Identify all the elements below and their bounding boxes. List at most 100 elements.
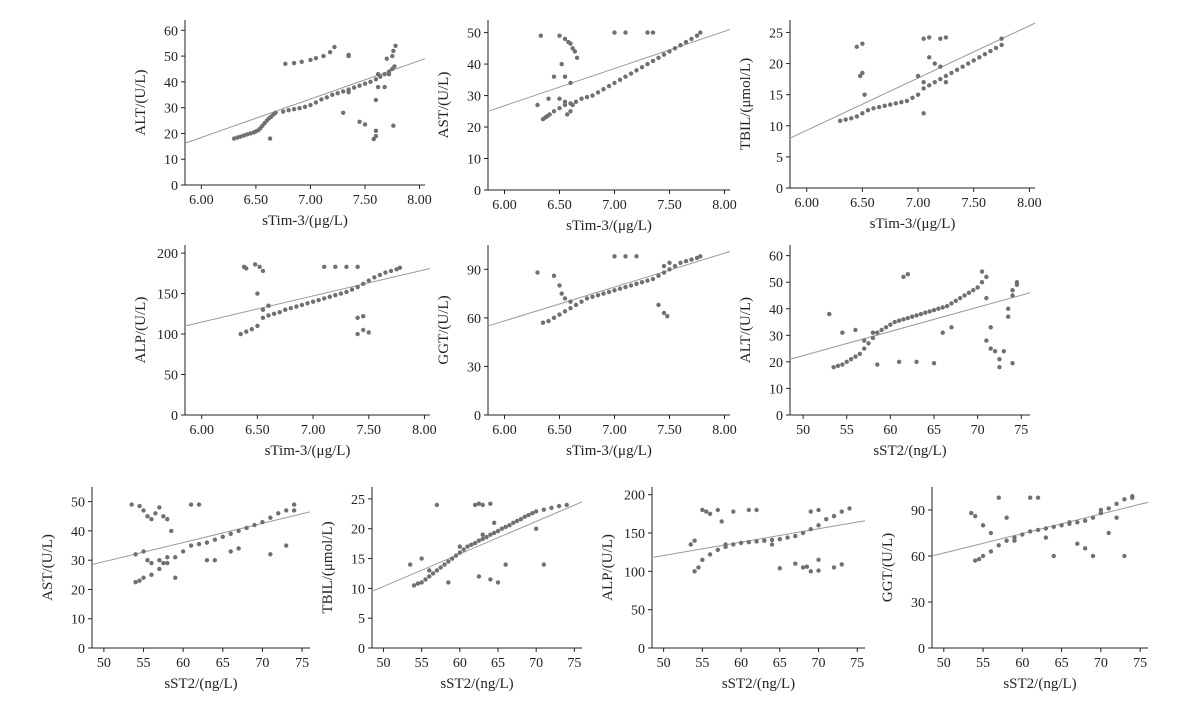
data-point — [266, 303, 271, 308]
data-point — [212, 557, 218, 563]
x-tick-label: 6.00 — [189, 193, 214, 208]
data-point — [661, 52, 667, 57]
data-point — [327, 294, 332, 300]
data-point — [683, 258, 689, 264]
data-point — [831, 513, 837, 519]
x-tick-label: 6.50 — [850, 196, 875, 211]
data-point — [449, 556, 455, 561]
data-point — [860, 41, 865, 46]
data-point — [707, 511, 713, 517]
data-point — [777, 566, 782, 571]
data-point — [665, 314, 670, 319]
x-tick-label: 6.50 — [245, 423, 270, 438]
data-point — [557, 33, 562, 38]
data-point — [678, 260, 683, 266]
data-point — [1012, 538, 1017, 543]
data-point — [943, 35, 949, 40]
x-tick-label: 6.50 — [244, 193, 269, 208]
data-point — [975, 285, 980, 290]
data-point — [1020, 532, 1025, 537]
data-point — [634, 68, 639, 73]
data-point — [268, 515, 273, 520]
data-point — [551, 315, 557, 321]
y-tick-label: 200 — [624, 489, 645, 504]
data-point — [754, 507, 759, 513]
data-point — [847, 506, 852, 511]
data-point — [617, 77, 623, 83]
data-point — [419, 556, 424, 561]
data-point — [393, 43, 398, 48]
x-tick-label: 60 — [734, 656, 748, 671]
data-point — [824, 517, 829, 522]
data-point — [661, 310, 667, 316]
data-point — [910, 95, 915, 100]
data-point — [562, 309, 568, 314]
y-tick-label: 10 — [769, 382, 783, 397]
y-tick-label: 30 — [911, 596, 925, 611]
data-point — [228, 531, 233, 537]
data-point — [1090, 515, 1096, 520]
y-tick-label: 50 — [164, 50, 178, 65]
data-point — [816, 507, 821, 513]
y-axis-title: ALP/(U/L) — [600, 534, 616, 601]
data-point — [966, 290, 972, 296]
data-point — [969, 510, 974, 516]
y-tick-label: 40 — [71, 525, 85, 540]
data-point — [384, 56, 390, 61]
data-point — [373, 97, 379, 103]
data-point — [562, 99, 568, 105]
data-point — [746, 507, 752, 513]
data-point — [570, 46, 575, 51]
data-point — [324, 95, 330, 100]
data-point — [909, 314, 915, 319]
data-point — [634, 281, 639, 287]
data-point — [507, 522, 512, 528]
data-point — [719, 519, 724, 524]
data-point — [860, 111, 865, 116]
data-point — [988, 346, 993, 351]
data-point — [996, 495, 1001, 500]
y-tick-label: 150 — [624, 527, 645, 542]
data-point — [484, 534, 489, 540]
data-point — [161, 560, 166, 566]
data-point — [349, 287, 355, 292]
data-point — [584, 94, 590, 100]
data-point — [694, 255, 700, 261]
data-point — [530, 511, 535, 516]
data-point — [612, 254, 617, 259]
data-point — [896, 359, 902, 365]
data-point — [839, 509, 844, 514]
data-point — [255, 291, 260, 296]
data-point — [997, 357, 1002, 362]
x-axis-title: sTim-3/(μg/L) — [870, 216, 956, 232]
data-point — [333, 292, 338, 298]
y-tick-label: 0 — [78, 642, 85, 657]
data-point — [979, 279, 985, 285]
data-point — [931, 307, 937, 313]
regression-line — [371, 501, 583, 592]
data-point — [590, 93, 595, 98]
data-point — [888, 322, 893, 327]
data-point — [276, 511, 281, 516]
data-point — [238, 331, 243, 337]
y-tick-label: 0 — [474, 184, 481, 199]
data-point — [476, 501, 482, 506]
data-point — [284, 508, 289, 513]
x-tick-label: 7.50 — [657, 423, 682, 438]
data-point — [623, 284, 628, 290]
data-point — [692, 538, 697, 543]
x-tick-label: 50 — [97, 656, 111, 671]
data-point — [499, 526, 505, 531]
data-point — [804, 564, 810, 569]
x-tick-label: 65 — [491, 656, 505, 671]
data-point — [1130, 495, 1135, 500]
x-tick-label: 7.50 — [353, 193, 378, 208]
data-point — [973, 558, 978, 563]
y-tick-label: 20 — [769, 356, 783, 371]
data-point — [650, 276, 656, 282]
data-point — [344, 289, 349, 295]
data-point — [971, 287, 976, 293]
data-point — [1005, 314, 1011, 319]
x-tick-label: 7.00 — [602, 198, 627, 213]
data-point — [252, 262, 258, 267]
